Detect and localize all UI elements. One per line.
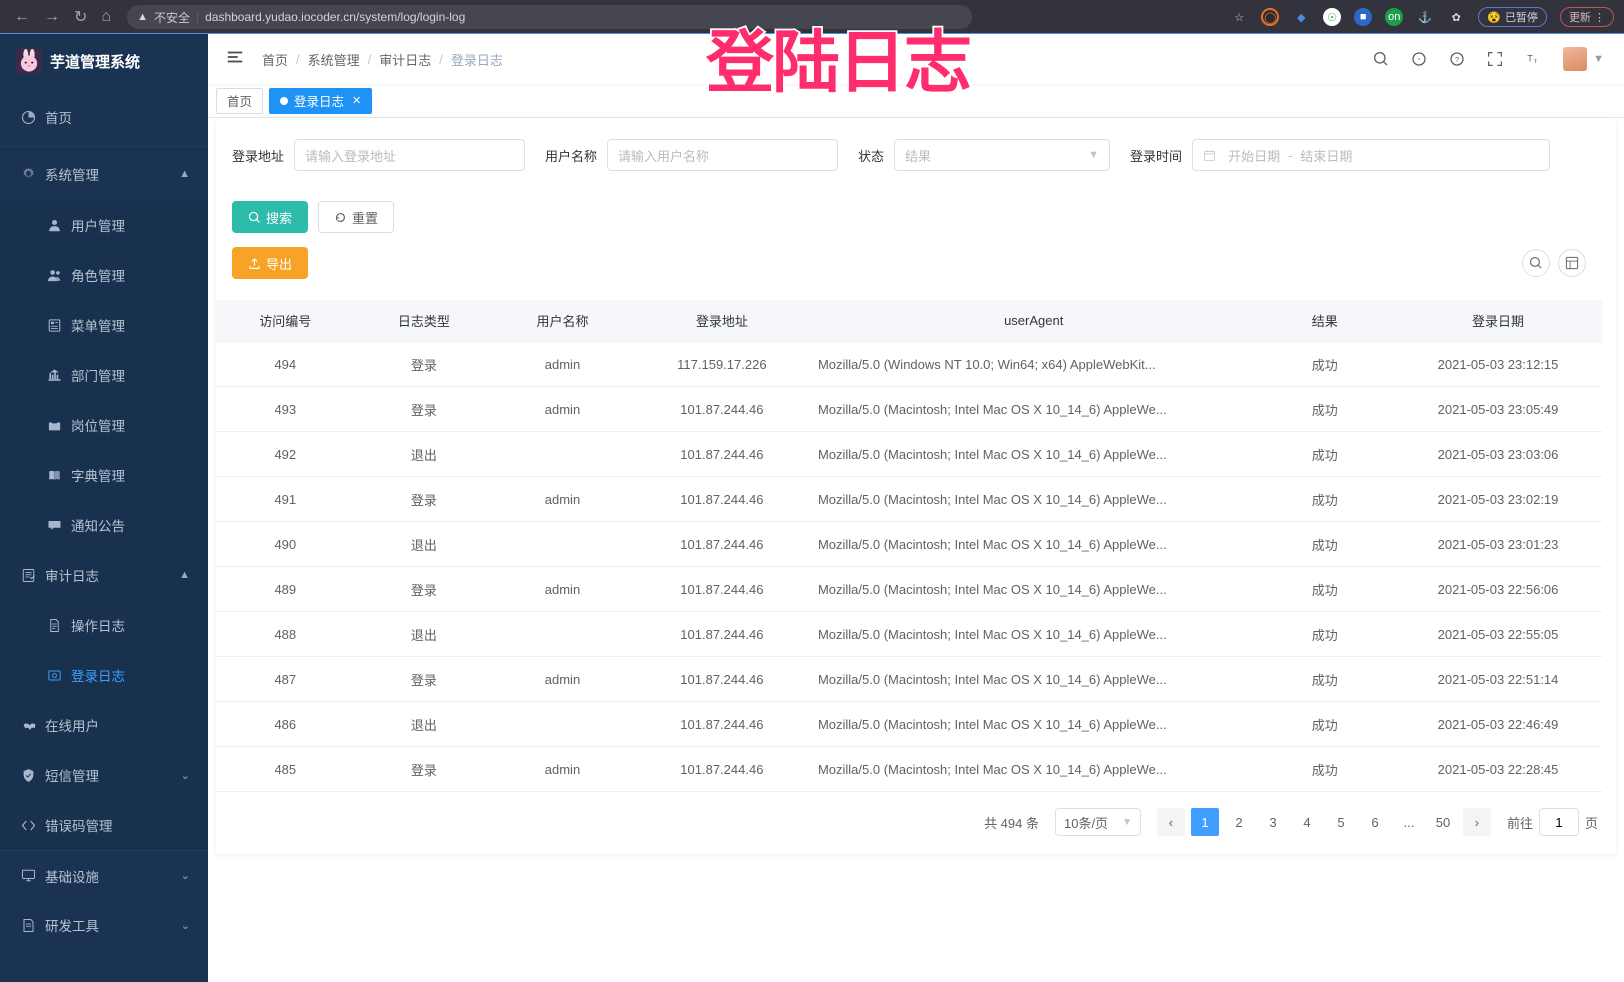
svg-text:T: T bbox=[1534, 59, 1538, 65]
svg-text:T: T bbox=[1528, 53, 1534, 63]
svg-text:?: ? bbox=[1455, 55, 1459, 64]
